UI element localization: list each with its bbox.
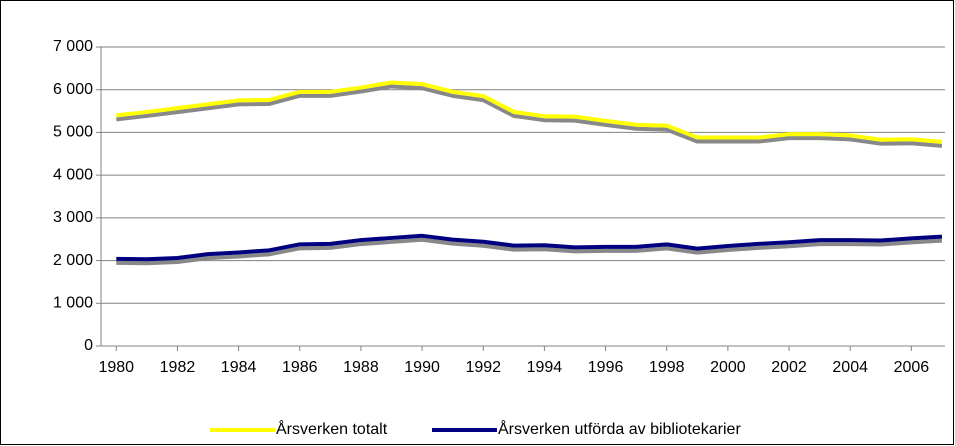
y-tick-label: 3 000: [53, 209, 93, 226]
legend-label: Årsverken utförda av bibliotekarier: [498, 419, 741, 438]
x-tick-label: 1980: [98, 359, 134, 376]
x-tick-label: 1988: [343, 359, 379, 376]
x-tick-label: 2006: [894, 359, 930, 376]
x-tick-label: 1984: [221, 359, 257, 376]
y-tick-label: 1 000: [53, 295, 93, 312]
x-tick-label: 2004: [832, 359, 868, 376]
y-tick-label: 5 000: [53, 124, 93, 141]
x-tick-label: 1982: [160, 359, 196, 376]
y-tick-label: 6 000: [53, 81, 93, 98]
x-tick-label: 1994: [527, 359, 563, 376]
series-line: [116, 233, 943, 262]
series-line: [116, 80, 943, 144]
y-tick-label: 4 000: [53, 166, 93, 183]
x-tick-label: 1992: [465, 359, 501, 376]
x-tick-label: 1996: [588, 359, 624, 376]
x-tick-label: 2002: [771, 359, 807, 376]
x-tick-label: 2000: [710, 359, 746, 376]
x-tick-label: 1986: [282, 359, 318, 376]
x-tick-label: 1998: [649, 359, 685, 376]
x-tick-label: 1990: [404, 359, 440, 376]
y-tick-label: 0: [84, 337, 93, 354]
y-tick-label: 7 000: [53, 38, 93, 55]
legend-label: Årsverken totalt: [276, 419, 388, 438]
y-tick-label: 2 000: [53, 252, 93, 269]
